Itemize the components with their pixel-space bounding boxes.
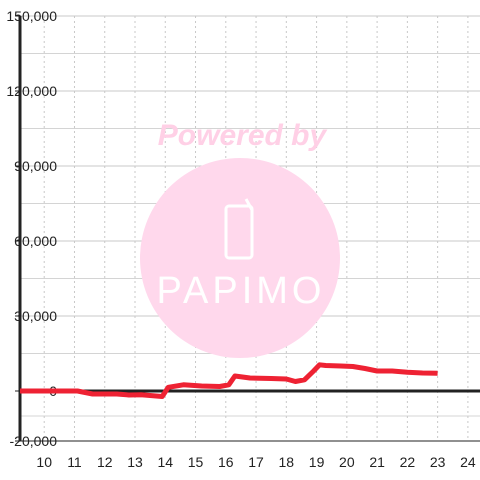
vertical-grid	[43, 16, 469, 441]
y-tick-label: 150,000	[6, 8, 57, 24]
x-tick-label: 19	[309, 454, 325, 470]
x-tick-label: 15	[188, 454, 204, 470]
x-tick-label: 23	[430, 454, 446, 470]
y-tick-label: 120,000	[6, 83, 57, 99]
axes	[15, 15, 480, 442]
series-line	[20, 362, 438, 399]
x-tick-label: 10	[36, 454, 52, 470]
x-tick-label: 18	[279, 454, 295, 470]
x-tick-label: 13	[127, 454, 143, 470]
x-tick-label: 12	[97, 454, 113, 470]
y-tick-label: 90,000	[14, 158, 57, 174]
x-tick-label: 17	[248, 454, 264, 470]
phone-icon	[224, 198, 254, 260]
x-axis-labels: 10 11 12 13 14 15 16 17 18 19 20 21 22 23 24	[36, 454, 475, 470]
y-tick-label: 30,000	[14, 308, 57, 324]
watermark-brand: PAPIMO	[157, 270, 326, 312]
y-tick-label: -20,000	[10, 433, 58, 449]
series-layer	[20, 362, 438, 399]
y-tick-label: 60,000	[14, 233, 57, 249]
x-tick-label: 11	[67, 454, 82, 470]
watermark: Powered by PAPIMO	[140, 119, 340, 358]
x-tick-label: 16	[218, 454, 234, 470]
x-tick-label: 21	[369, 454, 385, 470]
x-tick-label: 22	[400, 454, 416, 470]
x-tick-label: 24	[460, 454, 476, 470]
x-tick-label: 14	[157, 454, 173, 470]
watermark-powered-by: Powered by	[158, 119, 328, 152]
x-tick-label: 20	[339, 454, 355, 470]
